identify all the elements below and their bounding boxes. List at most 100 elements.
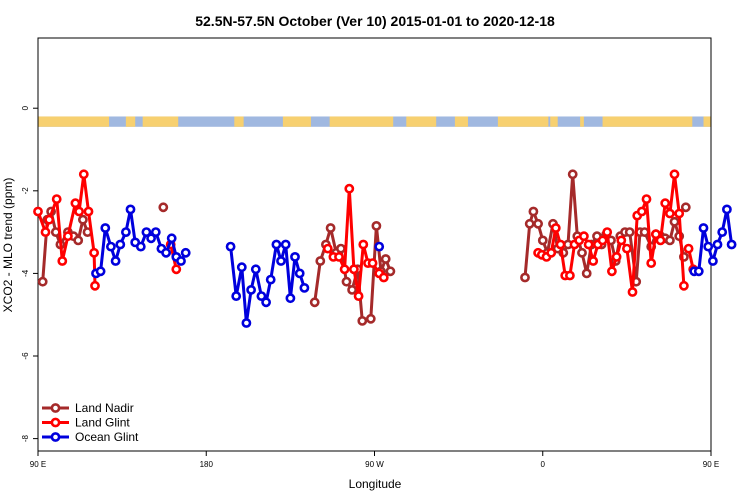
series-layer <box>33 169 737 328</box>
land-band <box>580 116 584 127</box>
data-point <box>555 239 566 250</box>
data-point <box>299 282 310 293</box>
data-point <box>683 243 694 254</box>
y-tick-label: -2 <box>21 187 30 195</box>
data-point <box>280 239 291 250</box>
data-point <box>83 206 94 217</box>
data-point <box>150 227 161 237</box>
data-point <box>135 241 146 252</box>
data-point <box>533 218 543 229</box>
data-point <box>581 268 592 279</box>
data-point <box>722 204 732 215</box>
data-point <box>74 206 84 217</box>
legend-marker <box>50 403 61 413</box>
data-point <box>537 235 548 246</box>
data-point <box>622 243 632 254</box>
data-point <box>520 272 530 283</box>
data-point <box>146 233 156 244</box>
land-ocean-strip <box>38 116 711 127</box>
data-point <box>358 239 369 250</box>
data-point <box>236 262 247 273</box>
data-point <box>528 206 539 217</box>
data-point <box>712 239 723 250</box>
data-point <box>367 258 378 268</box>
data-point <box>602 227 613 237</box>
data-point <box>115 239 126 250</box>
data-point <box>624 227 635 237</box>
x-tick-label: 90 E <box>703 460 719 469</box>
data-point <box>33 206 43 217</box>
data-point <box>90 280 100 291</box>
y-tick-label: -4 <box>21 269 30 277</box>
data-point <box>380 254 391 264</box>
data-point <box>680 202 691 213</box>
data-point <box>693 266 704 277</box>
data-point <box>180 247 191 258</box>
data-point <box>78 214 88 225</box>
data-point <box>51 194 62 204</box>
data-point <box>546 247 557 258</box>
data-point <box>679 280 689 291</box>
data-point <box>385 266 396 277</box>
legend-label: Land Nadir <box>75 401 134 415</box>
data-point <box>322 243 333 254</box>
data-point <box>334 251 344 262</box>
series-line <box>523 172 686 284</box>
legend-marker <box>50 417 61 428</box>
y-tick-label: 0 <box>21 105 30 110</box>
data-point <box>290 251 300 262</box>
data-point <box>341 276 352 287</box>
data-point <box>166 233 177 244</box>
data-point <box>524 218 535 229</box>
data-point <box>95 266 106 277</box>
data-point <box>550 223 561 233</box>
data-point <box>616 235 627 246</box>
land-band <box>234 116 244 127</box>
legend-label: Land Glint <box>75 416 130 430</box>
data-point <box>347 284 357 295</box>
data-point <box>335 243 346 254</box>
data-point <box>583 239 594 250</box>
data-point <box>674 208 685 219</box>
legend-item: Land Nadir <box>42 401 134 415</box>
data-point <box>70 198 81 209</box>
data-point <box>265 274 276 285</box>
data-point <box>110 256 121 266</box>
x-axis: 90 E 180 90 W 0 90 E <box>30 451 719 469</box>
land-band <box>602 116 693 127</box>
data-point <box>225 241 236 252</box>
x-tick-label: 0 <box>541 460 546 469</box>
y-axis-label: XCO2 - MLO trend (ppm) <box>1 178 15 313</box>
data-point <box>40 227 51 237</box>
data-point <box>726 239 737 250</box>
land-band <box>38 116 110 127</box>
legend-item: Land Glint <box>42 416 130 430</box>
land-band <box>406 116 437 127</box>
data-point <box>89 247 99 258</box>
data-point <box>294 268 305 279</box>
data-point <box>611 251 622 262</box>
data-point <box>261 297 271 308</box>
data-point <box>285 293 296 304</box>
data-point <box>246 284 256 295</box>
data-point <box>176 256 186 266</box>
data-point <box>660 198 671 209</box>
x-axis-label: Longitude <box>349 477 402 491</box>
data-point <box>344 183 355 194</box>
data-point <box>639 227 650 237</box>
data-point <box>315 256 326 266</box>
data-point <box>646 258 657 268</box>
data-point <box>665 235 675 246</box>
data-point <box>708 256 718 266</box>
data-point <box>669 216 680 227</box>
data-point <box>597 235 608 246</box>
data-point <box>121 227 131 237</box>
data-point <box>371 220 382 231</box>
data-point <box>309 297 320 308</box>
data-point <box>655 235 666 246</box>
data-point <box>698 223 709 233</box>
y-tick-label: -6 <box>21 352 30 360</box>
data-point <box>353 291 364 301</box>
data-point <box>579 231 589 242</box>
